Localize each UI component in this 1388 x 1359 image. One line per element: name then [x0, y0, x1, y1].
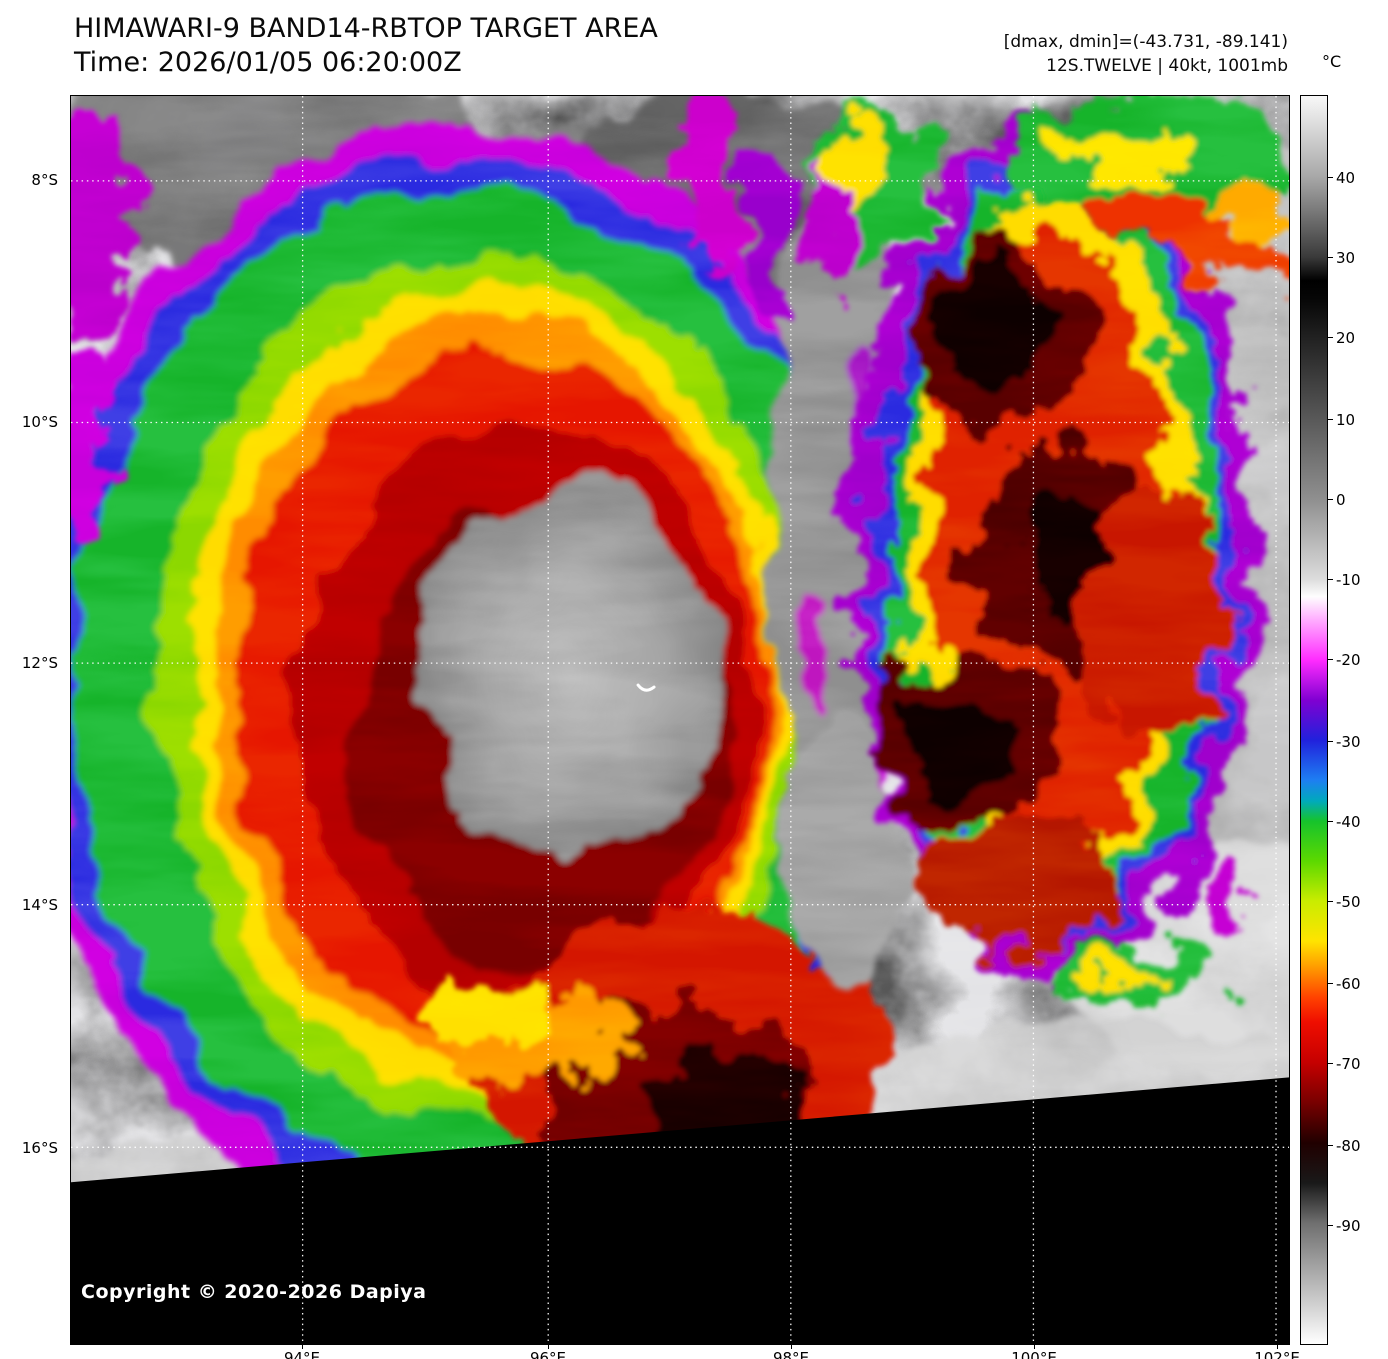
colorbar-tick-label: -40 — [1327, 813, 1380, 831]
lon-tick-label: 94°E — [272, 1345, 332, 1359]
colorbar-tick-label: 30 — [1327, 249, 1380, 267]
colorbar-tick-label: -10 — [1327, 571, 1380, 589]
dmax-dmin-readout: [dmax, dmin]=(-43.731, -89.141) — [1003, 32, 1288, 52]
product-timestamp: Time: 2026/01/05 06:20:00Z — [74, 47, 462, 78]
colorbar-tick-label: 0 — [1327, 491, 1380, 509]
lon-tick-label: 98°E — [761, 1345, 821, 1359]
colorbar — [1300, 95, 1328, 1345]
lat-tick-label: 8°S — [31, 171, 58, 189]
copyright-watermark: Copyright © 2020-2026 Dapiya — [81, 1281, 427, 1303]
lat-tick-label: 16°S — [21, 1139, 58, 1157]
product-title: HIMAWARI-9 BAND14-RBTOP TARGET AREA — [74, 13, 658, 44]
scan-edge-black-wedge — [71, 1077, 1289, 1344]
colorbar-tick-label: -90 — [1327, 1217, 1380, 1235]
grid-overlay — [71, 96, 1289, 1344]
readout-block: [dmax, dmin]=(-43.731, -89.141) 12S.TWEL… — [1004, 30, 1288, 78]
colorbar-tick-label: 40 — [1327, 169, 1380, 187]
colorbar-gradient — [1301, 96, 1327, 1344]
lat-tick-label: 12°S — [21, 654, 58, 672]
storm-info-readout: 12S.TWELVE | 40kt, 1001mb — [1046, 56, 1288, 76]
header-block: HIMAWARI-9 BAND14-RBTOP TARGET AREA Time… — [74, 12, 658, 80]
center-marker — [636, 683, 656, 692]
lon-tick-label: 96°E — [518, 1345, 578, 1359]
colorbar-tick-label: 10 — [1327, 411, 1380, 429]
colorbar-tick-label: -70 — [1327, 1055, 1380, 1073]
lat-tick-label: 10°S — [21, 413, 58, 431]
lon-tick-label: 100°E — [1004, 1345, 1064, 1359]
satellite-ir-image — [71, 96, 1289, 1344]
lat-tick-label: 14°S — [21, 896, 58, 914]
satellite-map: Copyright © 2020-2026 Dapiya — [70, 95, 1290, 1345]
colorbar-tick-label: -60 — [1327, 975, 1380, 993]
colorbar-tick-label: -80 — [1327, 1137, 1380, 1155]
colorbar-tick-label: -20 — [1327, 651, 1380, 669]
colorbar-tick-label: -50 — [1327, 893, 1380, 911]
lon-tick-label: 102°E — [1247, 1345, 1307, 1359]
colorbar-unit-label: °C — [1322, 52, 1342, 71]
colorbar-tick-label: 20 — [1327, 329, 1380, 347]
colorbar-tick-label: -30 — [1327, 733, 1380, 751]
